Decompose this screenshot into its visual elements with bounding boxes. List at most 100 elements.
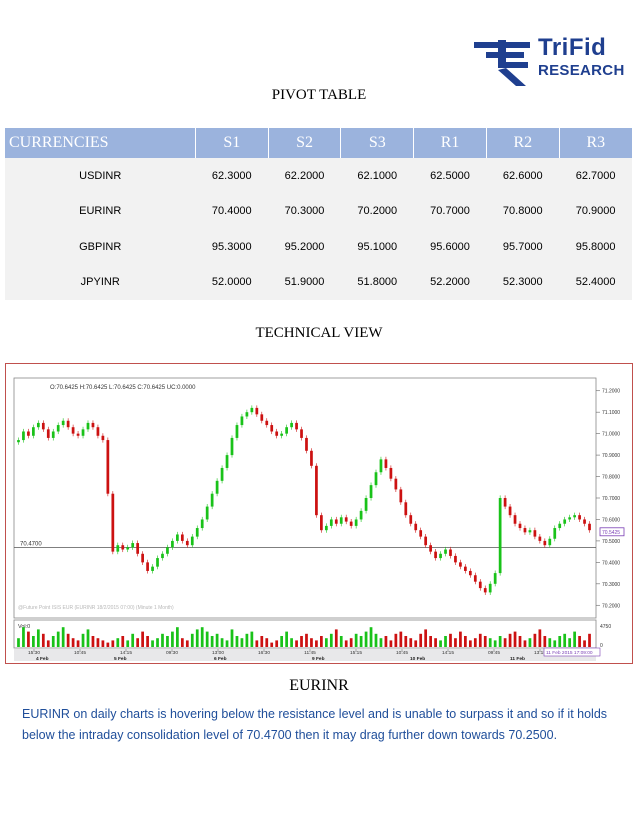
candle-body	[270, 425, 274, 432]
volume-bar	[369, 627, 373, 647]
candle-body	[166, 547, 169, 554]
candle-body	[141, 553, 144, 563]
eurinr-chart: O:70.6425 H:70.6425 L:70.6425 C:70.6425 …	[5, 363, 633, 664]
candle-body	[419, 530, 423, 537]
y-tick-label: 71.2000	[602, 389, 620, 395]
table-row: EURINR 70.4000 70.3000 70.2000 70.7000 7…	[5, 194, 632, 230]
candle-body	[240, 416, 244, 426]
volume-bar	[305, 633, 308, 647]
candle-body	[459, 562, 462, 567]
volume-bar	[553, 640, 557, 647]
pivot-header-row: CURRENCIES S1 S2 S3 R1 R2 R3	[5, 128, 632, 158]
candle-body	[394, 478, 398, 490]
x-time-label: 14:15	[442, 650, 454, 656]
candle-body	[369, 485, 373, 498]
x-time-label: 15:30	[28, 650, 40, 656]
volume-bar	[414, 640, 418, 647]
column-header: CURRENCIES	[5, 128, 196, 158]
x-date-label: 4 Feb	[36, 656, 49, 662]
volume-bar	[166, 636, 169, 647]
volume-bar	[131, 633, 135, 647]
cell-r2: 62.6000	[502, 169, 543, 182]
volume-bar	[96, 638, 100, 647]
cell-r1: 62.5000	[430, 169, 470, 182]
y-tick-label: 70.5000	[602, 539, 620, 545]
volume-bar	[270, 642, 274, 647]
volume-bar	[215, 633, 219, 647]
volume-bar	[394, 633, 398, 647]
volume-bar	[255, 640, 259, 647]
volume-bar	[518, 636, 522, 647]
candle-body	[320, 515, 323, 531]
candle-body	[41, 422, 45, 430]
volume-bar	[250, 631, 254, 647]
cell-r1: 70.7000	[430, 205, 470, 218]
volume-bar	[141, 631, 144, 647]
candle-body	[275, 431, 279, 436]
cell-r3: 62.7000	[575, 169, 616, 182]
y-tick-label: 70.6000	[602, 517, 620, 523]
candle-body	[533, 530, 537, 537]
cell-s1: 52.0000	[211, 276, 252, 289]
volume-bar	[404, 636, 408, 647]
volume-bar	[235, 636, 239, 647]
table-row: JPYINR 52.0000 51.9000 51.8000 52.2000 5…	[5, 265, 632, 301]
candle-body	[553, 528, 557, 539]
candle-body	[339, 517, 343, 524]
cell-s2: 62.2000	[284, 169, 325, 182]
technical-view-heading: TECHNICAL VIEW	[255, 325, 383, 341]
cell-s3: 70.2000	[357, 205, 398, 218]
volume-bar	[230, 629, 234, 647]
cell-s2: 95.2000	[284, 240, 325, 253]
candle-body	[414, 523, 418, 531]
column-header: S3	[340, 128, 414, 158]
candle-body	[116, 545, 120, 552]
candle-body	[429, 545, 432, 552]
volume-bar	[538, 629, 542, 647]
candle-body	[424, 536, 428, 546]
volume-bar	[81, 633, 85, 647]
level-label: 70.4700	[20, 541, 42, 547]
candle-body	[483, 588, 487, 593]
candle-body	[454, 555, 457, 563]
x-time-label: 16:30	[258, 650, 270, 656]
candle-body	[478, 581, 482, 589]
volume-bar	[543, 636, 547, 647]
volume-bar	[488, 638, 492, 647]
volume-bar	[17, 638, 20, 647]
candle-body	[285, 427, 288, 434]
cell-s3: 51.8000	[357, 276, 398, 289]
x-date-label: 6 Feb	[214, 656, 227, 662]
volume-bar	[583, 640, 586, 647]
column-header: R1	[413, 128, 487, 158]
y-tick-label: 70.7000	[602, 496, 620, 502]
candle-body	[464, 566, 467, 571]
candle-body	[523, 528, 527, 533]
brand-subtitle: RESEARCH	[538, 62, 625, 79]
volume-bar	[419, 633, 423, 647]
candle-body	[498, 498, 502, 574]
volume-bar	[195, 629, 199, 647]
volume-bar	[320, 636, 323, 647]
volume-bar	[220, 638, 224, 647]
cell-r3: 95.8000	[575, 240, 616, 253]
x-time-label: 15:15	[350, 650, 362, 656]
candle-body	[260, 414, 264, 421]
candle-body	[389, 467, 393, 479]
volume-bar	[101, 640, 105, 647]
volume-bar	[384, 636, 388, 647]
candle-body	[126, 547, 130, 550]
volume-bar	[349, 638, 353, 647]
volume-bar	[568, 638, 572, 647]
candle-body	[508, 506, 512, 516]
volume-bar	[473, 638, 477, 647]
y-tick-label: 70.8000	[602, 475, 620, 481]
brand-name: TriFid	[538, 34, 607, 61]
pivot-table-heading: PIVOT TABLE	[271, 87, 367, 103]
candle-body	[493, 573, 497, 584]
volume-bar	[424, 629, 428, 647]
volume-bar	[290, 638, 293, 647]
candlestick-chart: O:70.6425 H:70.6425 L:70.6425 C:70.6425 …	[13, 377, 625, 662]
volume-bar	[359, 636, 363, 647]
volume-bar	[171, 631, 174, 647]
